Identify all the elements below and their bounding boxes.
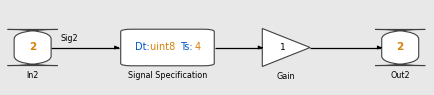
Text: 2: 2 bbox=[29, 42, 36, 53]
Text: Dt:: Dt: bbox=[135, 42, 149, 53]
Text: 1: 1 bbox=[279, 43, 285, 52]
Text: 4: 4 bbox=[194, 42, 201, 53]
Text: Gain: Gain bbox=[276, 72, 295, 81]
FancyBboxPatch shape bbox=[374, 29, 424, 66]
Text: 2: 2 bbox=[396, 42, 403, 53]
Polygon shape bbox=[262, 28, 309, 66]
Text: Signal Specification: Signal Specification bbox=[128, 71, 207, 80]
Text: Sig2: Sig2 bbox=[60, 34, 78, 43]
Text: In2: In2 bbox=[26, 71, 39, 80]
Text: Out2: Out2 bbox=[389, 71, 409, 80]
Text: uint8: uint8 bbox=[149, 42, 178, 53]
FancyBboxPatch shape bbox=[121, 29, 214, 66]
FancyBboxPatch shape bbox=[7, 29, 57, 66]
Text: Ts:: Ts: bbox=[180, 42, 192, 53]
